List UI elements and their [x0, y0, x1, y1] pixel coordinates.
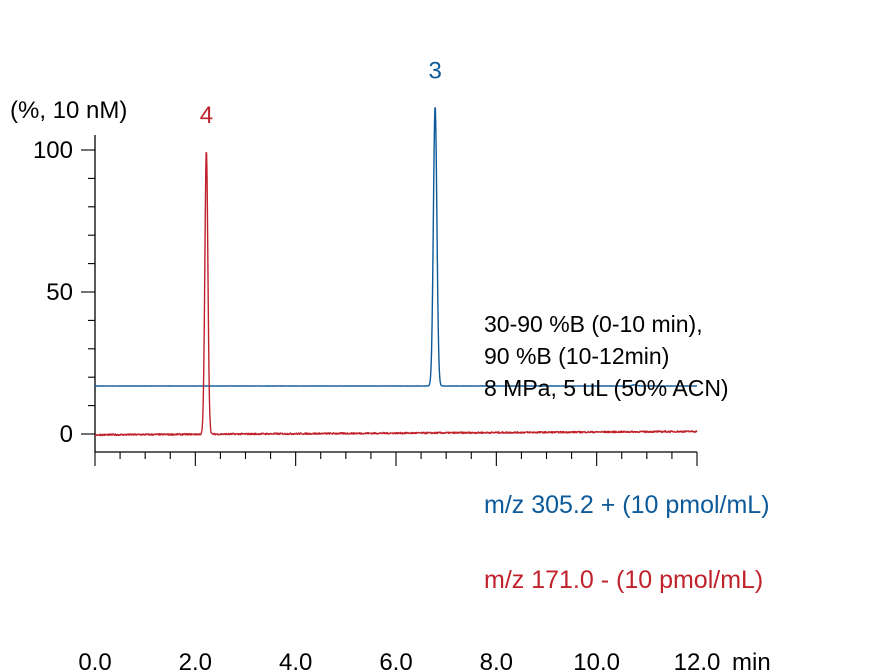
series-line [94, 107, 698, 387]
x-tick-label: 2.0 [179, 649, 212, 672]
conditions-annotation: 8 MPa, 5 uL (50% ACN) [484, 375, 729, 401]
axes: 0 50 100 0.0 2.0 4.0 6.0 8.0 10.0 12.0 min (%, 10 n… [10, 97, 771, 672]
series-name-label: m/z 171.0 - (10 pmol/mL) [484, 566, 763, 594]
peak-label: 4 [200, 102, 213, 129]
x-tick-label: 10.0 [573, 649, 620, 672]
x-tick-label: 12.0 [674, 649, 721, 672]
x-tick-label: 4.0 [279, 649, 312, 672]
peak-label: 3 [428, 57, 441, 84]
y-axis-label: (%, 10 nM) [10, 97, 127, 124]
y-tick-label: 100 [33, 137, 73, 164]
y-tick-label: 50 [46, 279, 73, 306]
y-tick-label: 0 [60, 421, 73, 448]
traces [94, 107, 698, 437]
labels: 3 m/z 305.2 + (10 pmol/mL) 4 m/z 171.0 - (1… [200, 57, 770, 594]
conditions-annotation: 90 %B (10-12min) [484, 343, 669, 369]
series-name-label: m/z 305.2 + (10 pmol/mL) [484, 491, 770, 519]
series-line [94, 151, 698, 437]
x-axis-unit: min [732, 649, 771, 672]
conditions-annotation: 30-90 %B (0-10 min), [484, 311, 703, 337]
x-tick-label: 0.0 [78, 649, 111, 672]
x-tick-label: 6.0 [379, 649, 412, 672]
x-tick-label: 8.0 [480, 649, 513, 672]
